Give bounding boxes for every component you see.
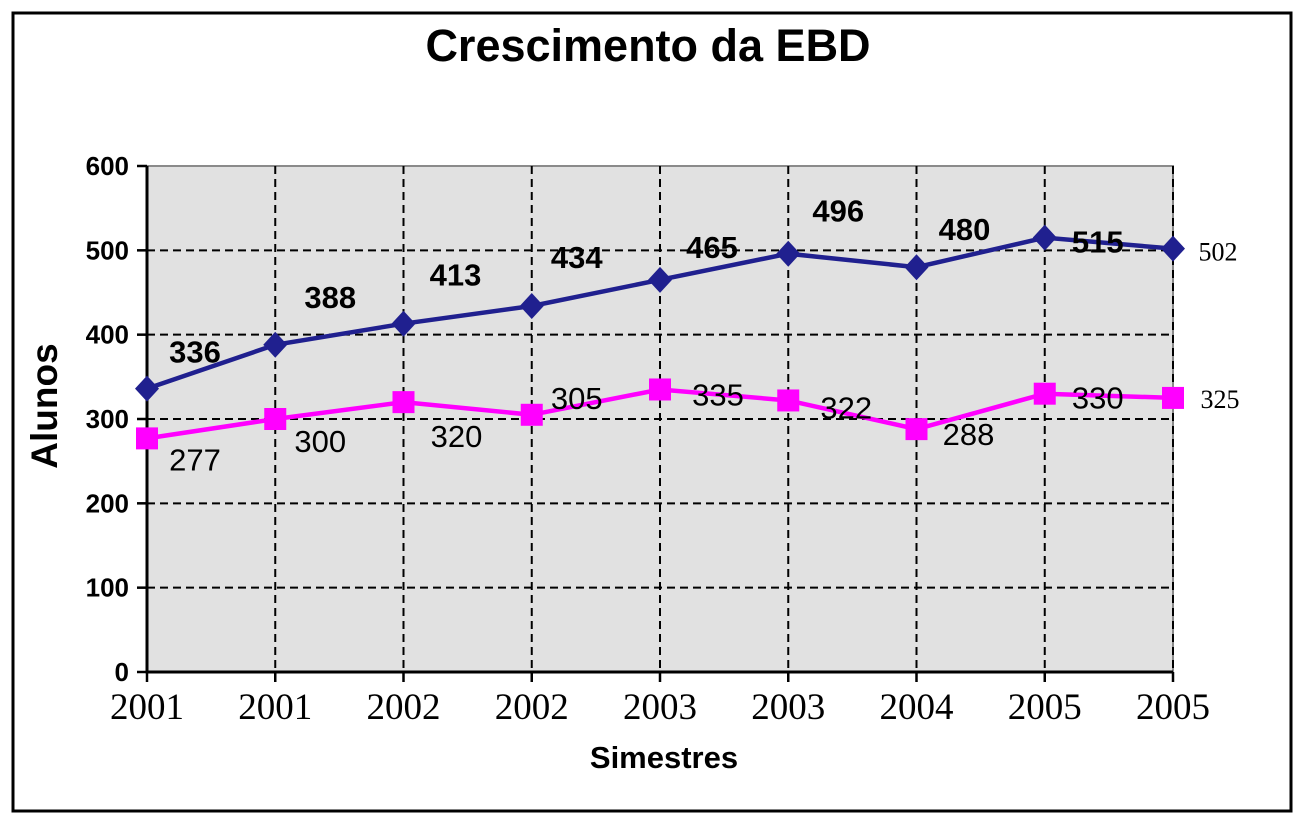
x-axis-title: Simestres [590, 740, 738, 775]
data-label: 320 [431, 419, 483, 454]
x-tick-label: 2001 [238, 687, 312, 728]
marker-square-icon [649, 378, 671, 401]
marker-square-icon [392, 391, 415, 414]
data-label: 465 [686, 230, 738, 265]
data-label: 325 [1201, 385, 1240, 414]
marker-square-icon [905, 418, 928, 441]
marker-diamond-icon [1161, 235, 1185, 262]
plot-region: 0 100 200 300 400 500 600 2001 2001 2002 2002 2003 2… [86, 151, 1240, 728]
marker-diamond-icon [391, 310, 416, 337]
marker-square-icon [777, 389, 800, 412]
data-label: 336 [169, 335, 221, 370]
y-tick-label: 100 [86, 573, 129, 603]
data-label: 388 [304, 280, 356, 315]
data-label: 502 [1199, 238, 1238, 267]
data-label: 515 [1072, 225, 1124, 260]
data-label: 434 [551, 240, 603, 275]
data-label: 330 [1072, 381, 1124, 416]
figure-border [11, 11, 1293, 813]
x-tick-label: 2005 [1136, 687, 1210, 728]
chart-title: Crescimento da EBD [425, 20, 870, 71]
data-label: 277 [169, 442, 221, 477]
y-tick-label: 300 [86, 404, 129, 434]
marker-diamond-icon [263, 331, 288, 358]
data-label: 305 [551, 381, 603, 416]
data-label: 288 [943, 417, 995, 452]
marker-diamond-icon [904, 254, 929, 281]
marker-diamond-icon [519, 292, 544, 319]
marker-diamond-icon [648, 266, 672, 293]
data-label: 496 [812, 194, 864, 229]
data-label: 480 [939, 212, 991, 247]
marker-diamond-icon [1032, 224, 1057, 251]
marker-square-icon [1162, 386, 1184, 409]
y-tick-label: 400 [86, 320, 129, 350]
data-label: 322 [820, 390, 872, 425]
x-tick-label: 2002 [495, 687, 569, 728]
data-label: 413 [430, 258, 482, 293]
marker-square-icon [136, 427, 158, 450]
data-label: 335 [692, 377, 744, 412]
x-tick-label: 2003 [623, 687, 697, 728]
x-tick-label: 2004 [880, 687, 954, 728]
x-tick-label: 2003 [751, 687, 825, 728]
x-tick-label: 2001 [110, 687, 184, 728]
marker-diamond-icon [776, 240, 801, 267]
x-tick-label: 2002 [367, 687, 441, 728]
x-tick-label: 2005 [1008, 687, 1082, 728]
data-label: 300 [294, 424, 346, 459]
y-tick-label: 600 [86, 151, 129, 181]
y-tick-label: 200 [86, 488, 129, 518]
y-tick-label: 500 [86, 235, 129, 265]
marker-square-icon [520, 403, 543, 426]
marker-square-icon [1033, 382, 1056, 405]
marker-diamond-icon [135, 375, 159, 402]
y-axis-title: Alunos [24, 343, 65, 468]
marker-square-icon [264, 408, 287, 430]
y-tick-label: 0 [115, 657, 129, 687]
